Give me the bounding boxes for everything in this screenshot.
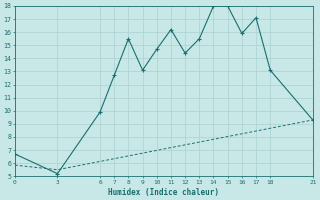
X-axis label: Humidex (Indice chaleur): Humidex (Indice chaleur) [108,188,220,197]
